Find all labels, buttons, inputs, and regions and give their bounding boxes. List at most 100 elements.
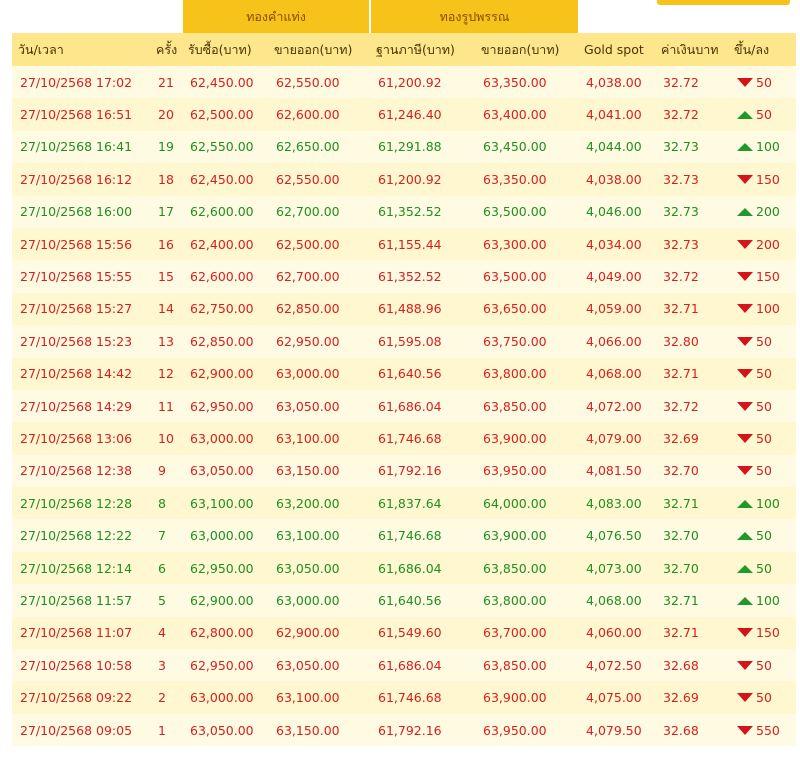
trend-arrow — [737, 143, 754, 152]
cell: 4,049.00 — [586, 269, 642, 285]
data-row: 27/10/2568 14:29 11 62,950.00 63,050.00 61,6… — [12, 389, 797, 423]
data-row: 27/10/2568 13:06 10 63,000.00 63,100.00 61,7… — [12, 422, 797, 455]
cell: 61,549.60 — [378, 625, 442, 641]
cell: 4,072.00 — [586, 398, 642, 414]
cell: 12 — [158, 366, 174, 382]
cell: 27/10/2568 15:27 — [20, 301, 133, 317]
cell: 50 — [728, 98, 796, 130]
data-row: 27/10/2568 12:14 6 62,950.00 63,050.00 61,68… — [12, 551, 797, 585]
cell: 63,000.00 — [276, 592, 340, 608]
data-row: 27/10/2568 16:12 18 62,450.00 62,550.00 61,2… — [12, 163, 797, 196]
cell: 200 — [728, 228, 796, 260]
arrow-shape — [737, 660, 754, 670]
data-row: 27/10/2568 09:05 1 63,050.00 63,150.00 61,79… — [12, 713, 797, 747]
column-header: ค่าเงินบาท — [661, 41, 719, 57]
change-value: 200 — [756, 204, 780, 220]
change-value: 50 — [756, 398, 772, 414]
trend-arrow — [737, 336, 754, 346]
cell: 5 — [158, 592, 166, 608]
cell: 61,246.40 — [378, 107, 442, 123]
arrow-shape — [737, 111, 754, 120]
cell: 4,083.00 — [586, 495, 642, 511]
cell: 32.73 — [663, 139, 699, 155]
trend-arrow — [737, 532, 754, 541]
cell: 61,792.16 — [378, 722, 442, 738]
trend-arrow — [737, 111, 754, 120]
trend-arrow — [737, 660, 754, 670]
cell: 63,950.00 — [483, 463, 547, 479]
data-row: 27/10/2568 15:55 15 62,600.00 62,700.00 61,3… — [12, 260, 797, 293]
data-row: 27/10/2568 10:58 3 62,950.00 63,050.00 61,68… — [12, 649, 797, 682]
cell: 63,100.00 — [190, 495, 254, 511]
group-header-row: ทองคำแท่ง ทองรูปพรรณ — [12, 0, 796, 33]
cell: 61,792.16 — [378, 463, 442, 479]
cell: 32.70 — [663, 528, 699, 544]
column-header: Gold spot — [584, 42, 644, 57]
trend-arrow — [737, 239, 754, 249]
trend-arrow — [737, 77, 754, 87]
cell: 63,100.00 — [276, 430, 340, 446]
cell: 4,038.00 — [586, 74, 642, 90]
cell: 32.72 — [663, 107, 699, 123]
cell: 11 — [158, 398, 174, 414]
cell: 27/10/2568 10:58 — [20, 657, 133, 673]
column-header-row: วัน/เวลา ครั้ง รับซื้อ(บาท) ขายออก(บาท) ฐานภ… — [12, 33, 797, 66]
cell: 1 — [158, 722, 166, 738]
cell: 62,950.00 — [190, 398, 254, 414]
arrow-shape — [737, 239, 754, 249]
cell: 62,450.00 — [190, 74, 254, 90]
change-value: 550 — [756, 722, 780, 738]
cell: 61,746.68 — [378, 430, 442, 446]
cell: 64,000.00 — [483, 495, 547, 511]
cell: 62,950.00 — [190, 560, 254, 576]
cell: 27/10/2568 12:14 — [20, 560, 133, 576]
trend-arrow — [737, 174, 754, 184]
cell: 62,600.00 — [276, 107, 340, 123]
cell: 14 — [158, 301, 174, 317]
cell: 63,950.00 — [483, 722, 547, 738]
column-header: วัน/เวลา — [18, 41, 64, 57]
cell: 61,595.08 — [378, 333, 442, 349]
trend-arrow — [737, 596, 754, 605]
cell: 27/10/2568 14:29 — [20, 398, 133, 414]
data-row: 27/10/2568 15:56 16 62,400.00 62,500.00 61,1… — [12, 227, 797, 261]
cell: 62,850.00 — [276, 301, 340, 317]
cell: 62,800.00 — [190, 625, 254, 641]
top-tab[interactable] — [657, 0, 790, 5]
trend-arrow — [737, 725, 754, 735]
arrow-shape — [737, 532, 754, 541]
cell: 32.70 — [663, 463, 699, 479]
cell: 63,650.00 — [483, 301, 547, 317]
cell: 63,500.00 — [483, 204, 547, 220]
cell: 63,850.00 — [483, 657, 547, 673]
cell: 63,850.00 — [483, 398, 547, 414]
cell: 61,640.56 — [378, 592, 442, 608]
cell: 63,000.00 — [190, 528, 254, 544]
cell: 4,041.00 — [586, 107, 642, 123]
cell: 62,450.00 — [190, 171, 254, 187]
cell: 32.73 — [663, 236, 699, 252]
cell: 6 — [158, 560, 166, 576]
cell: 32.73 — [663, 204, 699, 220]
change-value: 50 — [756, 366, 772, 382]
cell: 62,500.00 — [190, 107, 254, 123]
cell: 62,600.00 — [190, 269, 254, 285]
cell: 62,500.00 — [276, 236, 340, 252]
trend-arrow — [737, 369, 754, 379]
cell: 32.71 — [663, 301, 699, 317]
cell: 50 — [728, 649, 796, 681]
arrow-shape — [737, 77, 754, 87]
cell: 63,900.00 — [483, 430, 547, 446]
cell: 32.80 — [663, 333, 699, 349]
cell: 27/10/2568 12:38 — [20, 463, 133, 479]
cell: 17 — [158, 204, 174, 220]
cell: 27/10/2568 16:12 — [20, 171, 133, 187]
cell: 32.72 — [663, 269, 699, 285]
cell: 62,900.00 — [276, 625, 340, 641]
change-value: 150 — [756, 269, 780, 285]
cell: 63,000.00 — [276, 366, 340, 382]
cell: 62,550.00 — [190, 139, 254, 155]
cell: 32.71 — [663, 625, 699, 641]
cell: 63,300.00 — [483, 236, 547, 252]
